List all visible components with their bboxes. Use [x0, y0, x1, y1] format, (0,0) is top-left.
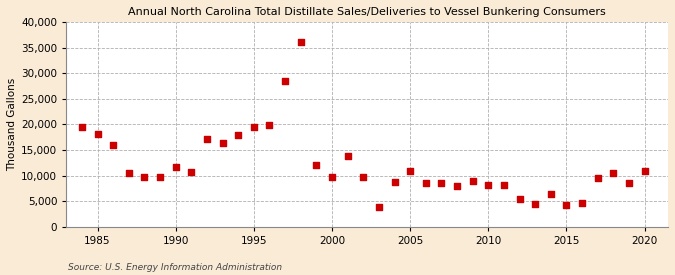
- Point: [436, 181, 447, 186]
- Point: [296, 40, 306, 45]
- Point: [92, 131, 103, 136]
- Point: [217, 141, 228, 145]
- Point: [576, 201, 587, 206]
- Point: [373, 204, 384, 209]
- Point: [248, 125, 259, 129]
- Point: [452, 184, 462, 188]
- Point: [311, 163, 322, 168]
- Point: [76, 125, 87, 129]
- Point: [264, 123, 275, 128]
- Point: [467, 179, 478, 183]
- Point: [139, 175, 150, 180]
- Point: [545, 191, 556, 196]
- Y-axis label: Thousand Gallons: Thousand Gallons: [7, 78, 17, 171]
- Point: [342, 154, 353, 158]
- Point: [202, 137, 213, 141]
- Point: [499, 183, 510, 187]
- Point: [514, 197, 525, 201]
- Point: [279, 79, 290, 83]
- Title: Annual North Carolina Total Distillate Sales/Deliveries to Vessel Bunkering Cons: Annual North Carolina Total Distillate S…: [128, 7, 606, 17]
- Point: [421, 181, 431, 186]
- Point: [170, 164, 181, 169]
- Point: [327, 175, 338, 180]
- Point: [561, 203, 572, 207]
- Point: [405, 168, 416, 173]
- Point: [608, 171, 619, 175]
- Point: [624, 181, 634, 186]
- Point: [233, 133, 244, 137]
- Point: [389, 180, 400, 185]
- Point: [530, 202, 541, 206]
- Point: [155, 175, 165, 179]
- Point: [358, 175, 369, 180]
- Point: [108, 143, 119, 147]
- Point: [186, 169, 196, 174]
- Point: [124, 171, 134, 175]
- Point: [483, 183, 493, 187]
- Point: [639, 168, 650, 173]
- Text: Source: U.S. Energy Information Administration: Source: U.S. Energy Information Administ…: [68, 263, 281, 272]
- Point: [593, 176, 603, 180]
